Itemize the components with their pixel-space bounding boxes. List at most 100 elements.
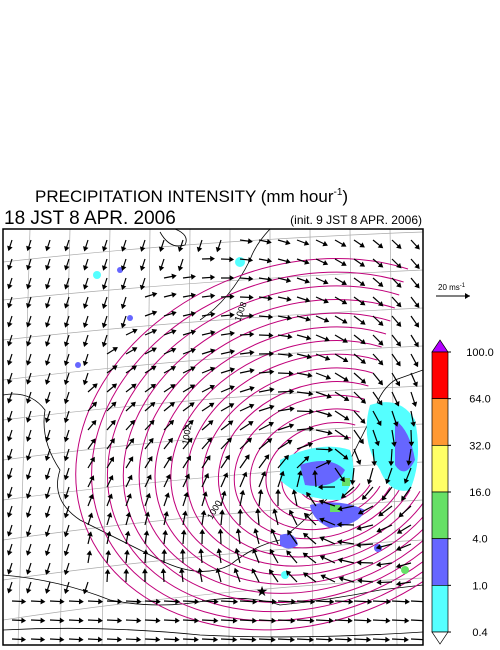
wind-scale-exponent: -1 <box>460 283 466 289</box>
wind-arrow <box>410 600 423 603</box>
title: PRECIPITATION INTENSITY (mm hour-1) <box>35 187 348 206</box>
wind-arrow-head <box>248 403 255 409</box>
wind-arrow-head <box>151 310 158 316</box>
wind-arrow-head <box>210 348 216 354</box>
wind-arrow-head <box>396 282 402 288</box>
wind-arrow-head <box>336 521 342 528</box>
wind-arrow-head <box>184 473 190 480</box>
isobars <box>75 257 423 631</box>
wind-arrow-head <box>208 420 214 426</box>
wind-arrow-head <box>59 617 65 624</box>
wind-arrow-head <box>189 402 195 408</box>
wind-arrow-head <box>63 341 70 347</box>
wind-arrow-head <box>291 598 297 605</box>
wind-arrow-head <box>130 401 136 408</box>
colorbar-label: 0.4 <box>472 627 487 639</box>
wind-arrow-head <box>249 386 255 392</box>
wind-arrow-head <box>44 341 51 347</box>
wind-arrow-head <box>393 421 399 427</box>
wind-arrow-head <box>266 238 272 245</box>
wind-arrow-head <box>386 598 392 605</box>
wind-arrow-head <box>161 548 168 554</box>
wind-arrow-head <box>63 588 70 595</box>
wind-arrow-head <box>287 529 293 536</box>
wind-arrow-head <box>307 442 314 448</box>
wind-arrow-head <box>304 297 311 303</box>
wind-arrow-head <box>7 245 13 252</box>
wind-arrow-head <box>7 321 13 328</box>
wind-arrow-head <box>44 417 51 423</box>
wind-arrow-head <box>129 419 136 426</box>
title-exponent: -1 <box>333 187 342 198</box>
wind-arrow <box>410 638 423 641</box>
isobar-label: 1000 <box>205 499 224 521</box>
wind-arrow-head <box>7 588 13 594</box>
wind-arrow-head <box>251 636 257 643</box>
wind-arrow-head <box>155 636 161 643</box>
wind-arrow-head <box>21 598 27 605</box>
wind-arrow-head <box>44 455 51 462</box>
wind-arrow-head <box>187 437 193 444</box>
wind-arrow-head <box>111 401 117 408</box>
wind-arrow-head <box>149 419 155 426</box>
isobar <box>217 381 411 549</box>
wind-arrow-head <box>288 370 294 377</box>
wind-arrow-head <box>26 302 32 309</box>
wind-arrow-head <box>394 401 400 407</box>
wind-arrow-head <box>242 471 248 478</box>
wind-arrow-head <box>98 617 103 624</box>
wind-arrow-head <box>342 357 349 362</box>
wind-arrow-head <box>25 493 32 499</box>
wind-arrow-head <box>127 474 133 481</box>
wind-arrow-head <box>349 480 356 486</box>
wind-arrow-head <box>396 545 402 551</box>
wind-arrow-head <box>359 261 366 267</box>
wind-arrow-head <box>162 529 168 535</box>
wind-arrow-head <box>309 636 315 643</box>
wind-arrow-head <box>219 509 225 515</box>
wind-arrow-head <box>395 563 402 569</box>
wind-arrow-head <box>171 292 177 298</box>
wind-arrow-head <box>246 437 253 443</box>
wind-arrow-head <box>179 548 186 554</box>
wind-arrow-head <box>408 441 415 447</box>
wind-arrow-head <box>44 512 51 519</box>
wind-arrow-head <box>88 493 94 500</box>
isobar <box>91 271 423 622</box>
wind-arrow-head <box>234 547 241 554</box>
wind-arrow-head <box>25 341 32 347</box>
wind-arrow-head <box>183 491 189 498</box>
title-text: PRECIPITATION INTENSITY (mm hour <box>35 187 334 206</box>
wind-arrow-head <box>107 493 113 500</box>
wind-arrow-head <box>323 317 330 323</box>
wind-arrow-head <box>252 548 258 554</box>
wind-arrow-head <box>260 471 267 477</box>
wind-arrow-head <box>227 420 234 426</box>
wind-arrow-head <box>63 493 70 500</box>
wind-arrow-head <box>158 265 165 272</box>
wind-arrow-head <box>63 379 70 386</box>
wind-arrow-head <box>289 388 295 395</box>
wind-arrow-head <box>199 529 206 534</box>
wind-arrow-head <box>155 617 161 624</box>
wind-arrow-head <box>155 598 161 605</box>
wind-arrow-head <box>6 417 13 423</box>
wind-arrow-head <box>213 598 219 605</box>
wind-arrow-head <box>341 318 348 324</box>
wind-arrow-head <box>59 636 65 643</box>
wind-arrow-head <box>327 411 333 418</box>
wind-arrow-head <box>169 402 175 408</box>
wind-arrow-head <box>166 455 172 462</box>
wind-arrow-head <box>266 438 273 444</box>
wind-arrow-head <box>235 528 242 534</box>
wind-arrow-head <box>139 246 146 252</box>
wind-arrow-head <box>44 474 51 481</box>
wind-arrow-head <box>388 461 395 467</box>
wind-arrow-head <box>358 438 364 445</box>
wind-arrow-head <box>128 456 134 462</box>
wind-arrow-head <box>142 549 149 555</box>
wind-arrow-head <box>131 383 137 389</box>
wind-arrow-head <box>129 438 135 444</box>
wind-arrow-head <box>267 295 273 301</box>
wind-arrow-head <box>322 241 328 247</box>
